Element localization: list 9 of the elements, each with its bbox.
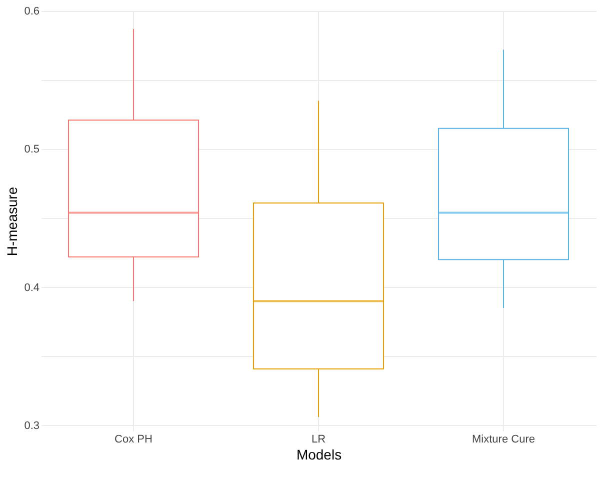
x-tick-label: Cox PH (114, 434, 152, 446)
y-axis-title: H-measure (4, 186, 20, 256)
y-tick-label: 0.5 (24, 144, 40, 156)
y-tick-label: 0.6 (24, 6, 40, 18)
x-axis-title: Models (296, 446, 342, 462)
y-tick-label: 0.3 (24, 420, 40, 432)
x-tick-label: LR (311, 434, 326, 446)
x-tick-label: Mixture Cure (472, 434, 535, 446)
y-tick-label: 0.4 (24, 282, 40, 294)
